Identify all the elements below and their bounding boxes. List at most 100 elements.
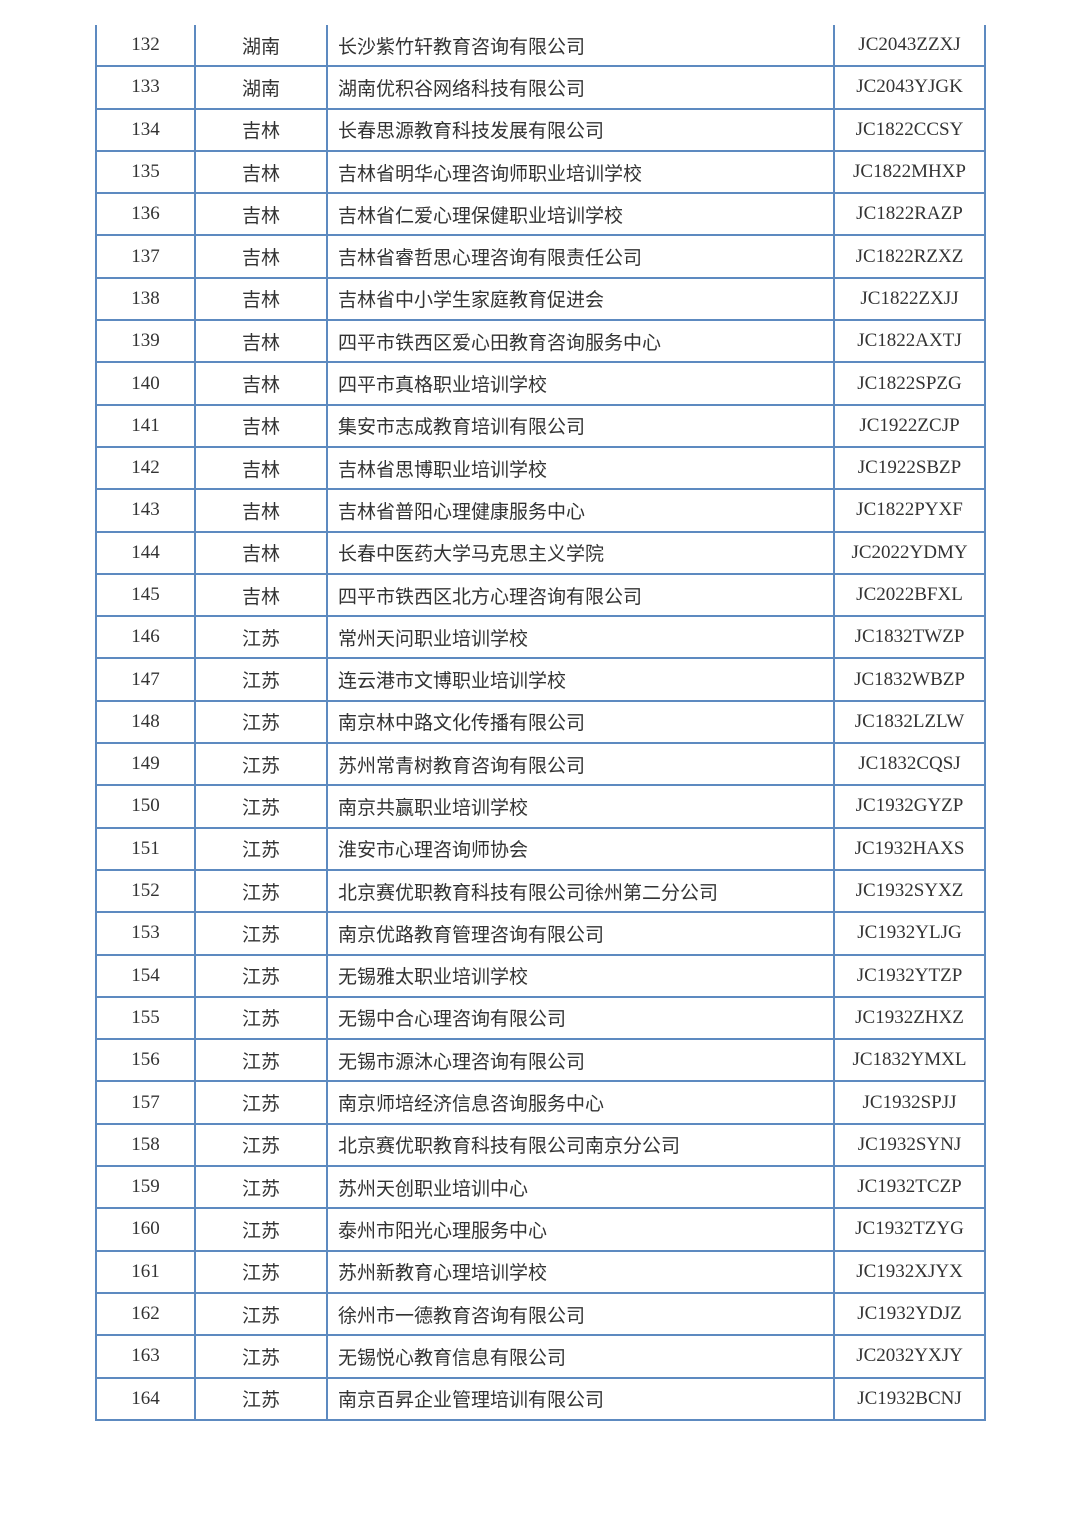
institution-name-cell: 无锡雅太职业培训学校 — [326, 953, 835, 998]
province-cell: 吉林 — [194, 572, 328, 618]
institution-code-cell: JC1932XJYX — [833, 1249, 986, 1294]
province-cell: 吉林 — [194, 234, 328, 279]
table-row: 151 江苏 淮安市心理咨询师协会 JC1932HAXS — [95, 826, 986, 871]
institution-name-cell: 湖南优积谷网络科技有限公司 — [326, 65, 835, 110]
row-number-cell: 144 — [95, 530, 196, 575]
province-cell: 湖南 — [194, 65, 328, 110]
table-row: 141 吉林 集安市志成教育培训有限公司 JC1922ZCJP — [95, 403, 986, 448]
row-number-cell: 153 — [95, 911, 196, 956]
row-number-cell: 141 — [95, 403, 196, 448]
province-cell: 吉林 — [194, 361, 328, 406]
institution-name-cell: 连云港市文博职业培训学校 — [326, 657, 835, 702]
institution-code-cell: JC2032YXJY — [833, 1334, 986, 1379]
row-number-cell: 137 — [95, 234, 196, 279]
province-cell: 江苏 — [194, 1165, 328, 1210]
table-row: 134 吉林 长春思源教育科技发展有限公司 JC1822CCSY — [95, 107, 986, 152]
row-number-cell: 136 — [95, 192, 196, 237]
province-cell: 江苏 — [194, 784, 328, 829]
institution-code-cell: JC1922SBZP — [833, 445, 986, 491]
institution-name-cell: 淮安市心理咨询师协会 — [326, 826, 835, 871]
province-cell: 江苏 — [194, 657, 328, 702]
row-number-cell: 158 — [95, 1122, 196, 1168]
row-number-cell: 140 — [95, 361, 196, 406]
institution-code-cell: JC1832CQSJ — [833, 742, 986, 787]
institution-name-cell: 苏州新教育心理培训学校 — [326, 1249, 835, 1294]
table-row: 158 江苏 北京赛优职教育科技有限公司南京分公司 JC1932SYNJ — [95, 1122, 986, 1168]
institution-code-cell: JC1822PYXF — [833, 488, 986, 533]
institution-name-cell: 徐州市一德教育咨询有限公司 — [326, 1291, 835, 1337]
row-number-cell: 163 — [95, 1334, 196, 1379]
table-row: 152 江苏 北京赛优职教育科技有限公司徐州第二分公司 JC1932SYXZ — [95, 868, 986, 914]
table-row: 138 吉林 吉林省中小学生家庭教育促进会 JC1822ZXJJ — [95, 276, 986, 322]
province-cell: 江苏 — [194, 868, 328, 914]
table-row: 164 江苏 南京百昇企业管理培训有限公司 JC1932BCNJ — [95, 1376, 986, 1421]
row-number-cell: 162 — [95, 1291, 196, 1337]
province-cell: 江苏 — [194, 1291, 328, 1337]
province-cell: 吉林 — [194, 488, 328, 533]
province-cell: 江苏 — [194, 699, 328, 745]
table-row: 160 江苏 泰州市阳光心理服务中心 JC1932TZYG — [95, 1207, 986, 1252]
province-cell: 江苏 — [194, 1038, 328, 1083]
institution-code-cell: JC1932SPJJ — [833, 1080, 986, 1125]
row-number-cell: 143 — [95, 488, 196, 533]
table-row: 132 湖南 长沙紫竹轩教育咨询有限公司 JC2043ZZXJ — [95, 25, 986, 68]
institution-name-cell: 北京赛优职教育科技有限公司徐州第二分公司 — [326, 868, 835, 914]
institution-name-cell: 集安市志成教育培训有限公司 — [326, 403, 835, 448]
institution-name-cell: 无锡市源沐心理咨询有限公司 — [326, 1038, 835, 1083]
table-row: 163 江苏 无锡悦心教育信息有限公司 JC2032YXJY — [95, 1334, 986, 1379]
table-row: 143 吉林 吉林省普阳心理健康服务中心 JC1822PYXF — [95, 488, 986, 533]
province-cell: 吉林 — [194, 192, 328, 237]
row-number-cell: 164 — [95, 1376, 196, 1421]
province-cell: 吉林 — [194, 403, 328, 448]
institution-name-cell: 南京师培经济信息咨询服务中心 — [326, 1080, 835, 1125]
institution-name-cell: 吉林省思博职业培训学校 — [326, 445, 835, 491]
row-number-cell: 152 — [95, 868, 196, 914]
province-cell: 江苏 — [194, 742, 328, 787]
institution-name-cell: 苏州常青树教育咨询有限公司 — [326, 742, 835, 787]
institution-name-cell: 四平市铁西区北方心理咨询有限公司 — [326, 572, 835, 618]
institution-name-cell: 苏州天创职业培训中心 — [326, 1165, 835, 1210]
row-number-cell: 155 — [95, 995, 196, 1041]
institution-code-cell: JC1932HAXS — [833, 826, 986, 871]
institution-table: 132 湖南 长沙紫竹轩教育咨询有限公司 JC2043ZZXJ 133 湖南 湖南优积谷网络… — [95, 25, 986, 1421]
institution-name-cell: 南京百昇企业管理培训有限公司 — [326, 1376, 835, 1421]
table-row: 145 吉林 四平市铁西区北方心理咨询有限公司 JC2022BFXL — [95, 572, 986, 618]
row-number-cell: 145 — [95, 572, 196, 618]
row-number-cell: 160 — [95, 1207, 196, 1252]
institution-name-cell: 常州天问职业培训学校 — [326, 615, 835, 660]
institution-code-cell: JC2043YJGK — [833, 65, 986, 110]
row-number-cell: 134 — [95, 107, 196, 152]
province-cell: 吉林 — [194, 445, 328, 491]
row-number-cell: 150 — [95, 784, 196, 829]
table-row: 161 江苏 苏州新教育心理培训学校 JC1932XJYX — [95, 1249, 986, 1294]
institution-name-cell: 吉林省普阳心理健康服务中心 — [326, 488, 835, 533]
institution-code-cell: JC1932SYNJ — [833, 1122, 986, 1168]
province-cell: 江苏 — [194, 826, 328, 871]
province-cell: 江苏 — [194, 1334, 328, 1379]
institution-name-cell: 无锡中合心理咨询有限公司 — [326, 995, 835, 1041]
row-number-cell: 154 — [95, 953, 196, 998]
institution-code-cell: JC2043ZZXJ — [833, 25, 986, 68]
row-number-cell: 159 — [95, 1165, 196, 1210]
province-cell: 吉林 — [194, 276, 328, 322]
institution-code-cell: JC1932ZHXZ — [833, 995, 986, 1041]
row-number-cell: 142 — [95, 445, 196, 491]
institution-name-cell: 吉林省仁爱心理保健职业培训学校 — [326, 192, 835, 237]
table-row: 139 吉林 四平市铁西区爱心田教育咨询服务中心 JC1822AXTJ — [95, 319, 986, 364]
table-row: 144 吉林 长春中医药大学马克思主义学院 JC2022YDMY — [95, 530, 986, 575]
table-row: 135 吉林 吉林省明华心理咨询师职业培训学校 JC1822MHXP — [95, 149, 986, 195]
row-number-cell: 138 — [95, 276, 196, 322]
province-cell: 吉林 — [194, 149, 328, 195]
table-row: 159 江苏 苏州天创职业培训中心 JC1932TCZP — [95, 1165, 986, 1210]
table-row: 153 江苏 南京优路教育管理咨询有限公司 JC1932YLJG — [95, 911, 986, 956]
table-row: 137 吉林 吉林省睿哲思心理咨询有限责任公司 JC1822RZXZ — [95, 234, 986, 279]
province-cell: 江苏 — [194, 953, 328, 998]
table-row: 156 江苏 无锡市源沐心理咨询有限公司 JC1832YMXL — [95, 1038, 986, 1083]
institution-code-cell: JC1832YMXL — [833, 1038, 986, 1083]
institution-code-cell: JC1832LZLW — [833, 699, 986, 745]
row-number-cell: 147 — [95, 657, 196, 702]
institution-name-cell: 长春思源教育科技发展有限公司 — [326, 107, 835, 152]
province-cell: 吉林 — [194, 319, 328, 364]
institution-code-cell: JC1932GYZP — [833, 784, 986, 829]
row-number-cell: 146 — [95, 615, 196, 660]
